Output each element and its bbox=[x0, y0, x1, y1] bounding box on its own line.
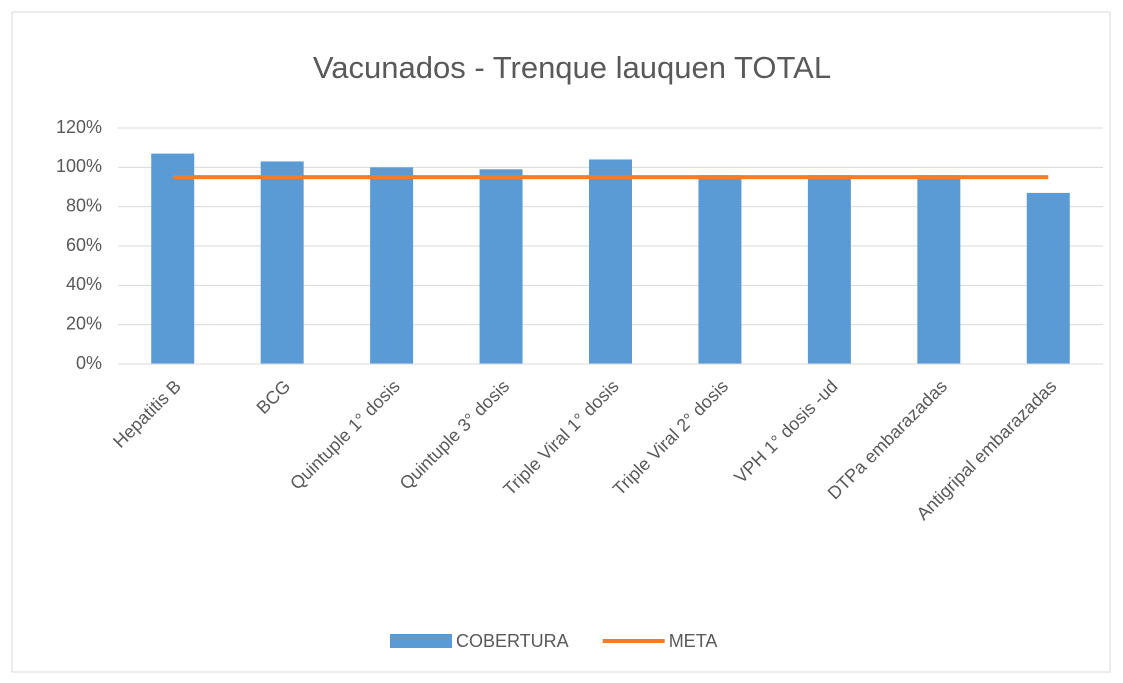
bar bbox=[1026, 192, 1070, 364]
legend-label: COBERTURA bbox=[456, 631, 569, 651]
y-tick-label: 100% bbox=[56, 156, 102, 176]
legend-swatch bbox=[390, 634, 452, 648]
y-tick-label: 120% bbox=[56, 117, 102, 137]
bar bbox=[479, 169, 523, 364]
y-tick-label: 40% bbox=[66, 274, 102, 294]
bar bbox=[807, 175, 851, 364]
y-tick-label: 20% bbox=[66, 313, 102, 333]
bar bbox=[589, 159, 632, 364]
bar bbox=[698, 175, 742, 364]
legend-label: META bbox=[669, 631, 718, 651]
y-tick-label: 80% bbox=[66, 195, 102, 215]
y-tick-label: 60% bbox=[66, 235, 102, 255]
bar bbox=[151, 153, 195, 364]
bar bbox=[370, 167, 414, 364]
bar bbox=[260, 161, 304, 364]
y-tick-label: 0% bbox=[76, 353, 102, 373]
bar bbox=[917, 175, 961, 364]
chart-title: Vacunados - Trenque lauquen TOTAL bbox=[313, 50, 831, 85]
